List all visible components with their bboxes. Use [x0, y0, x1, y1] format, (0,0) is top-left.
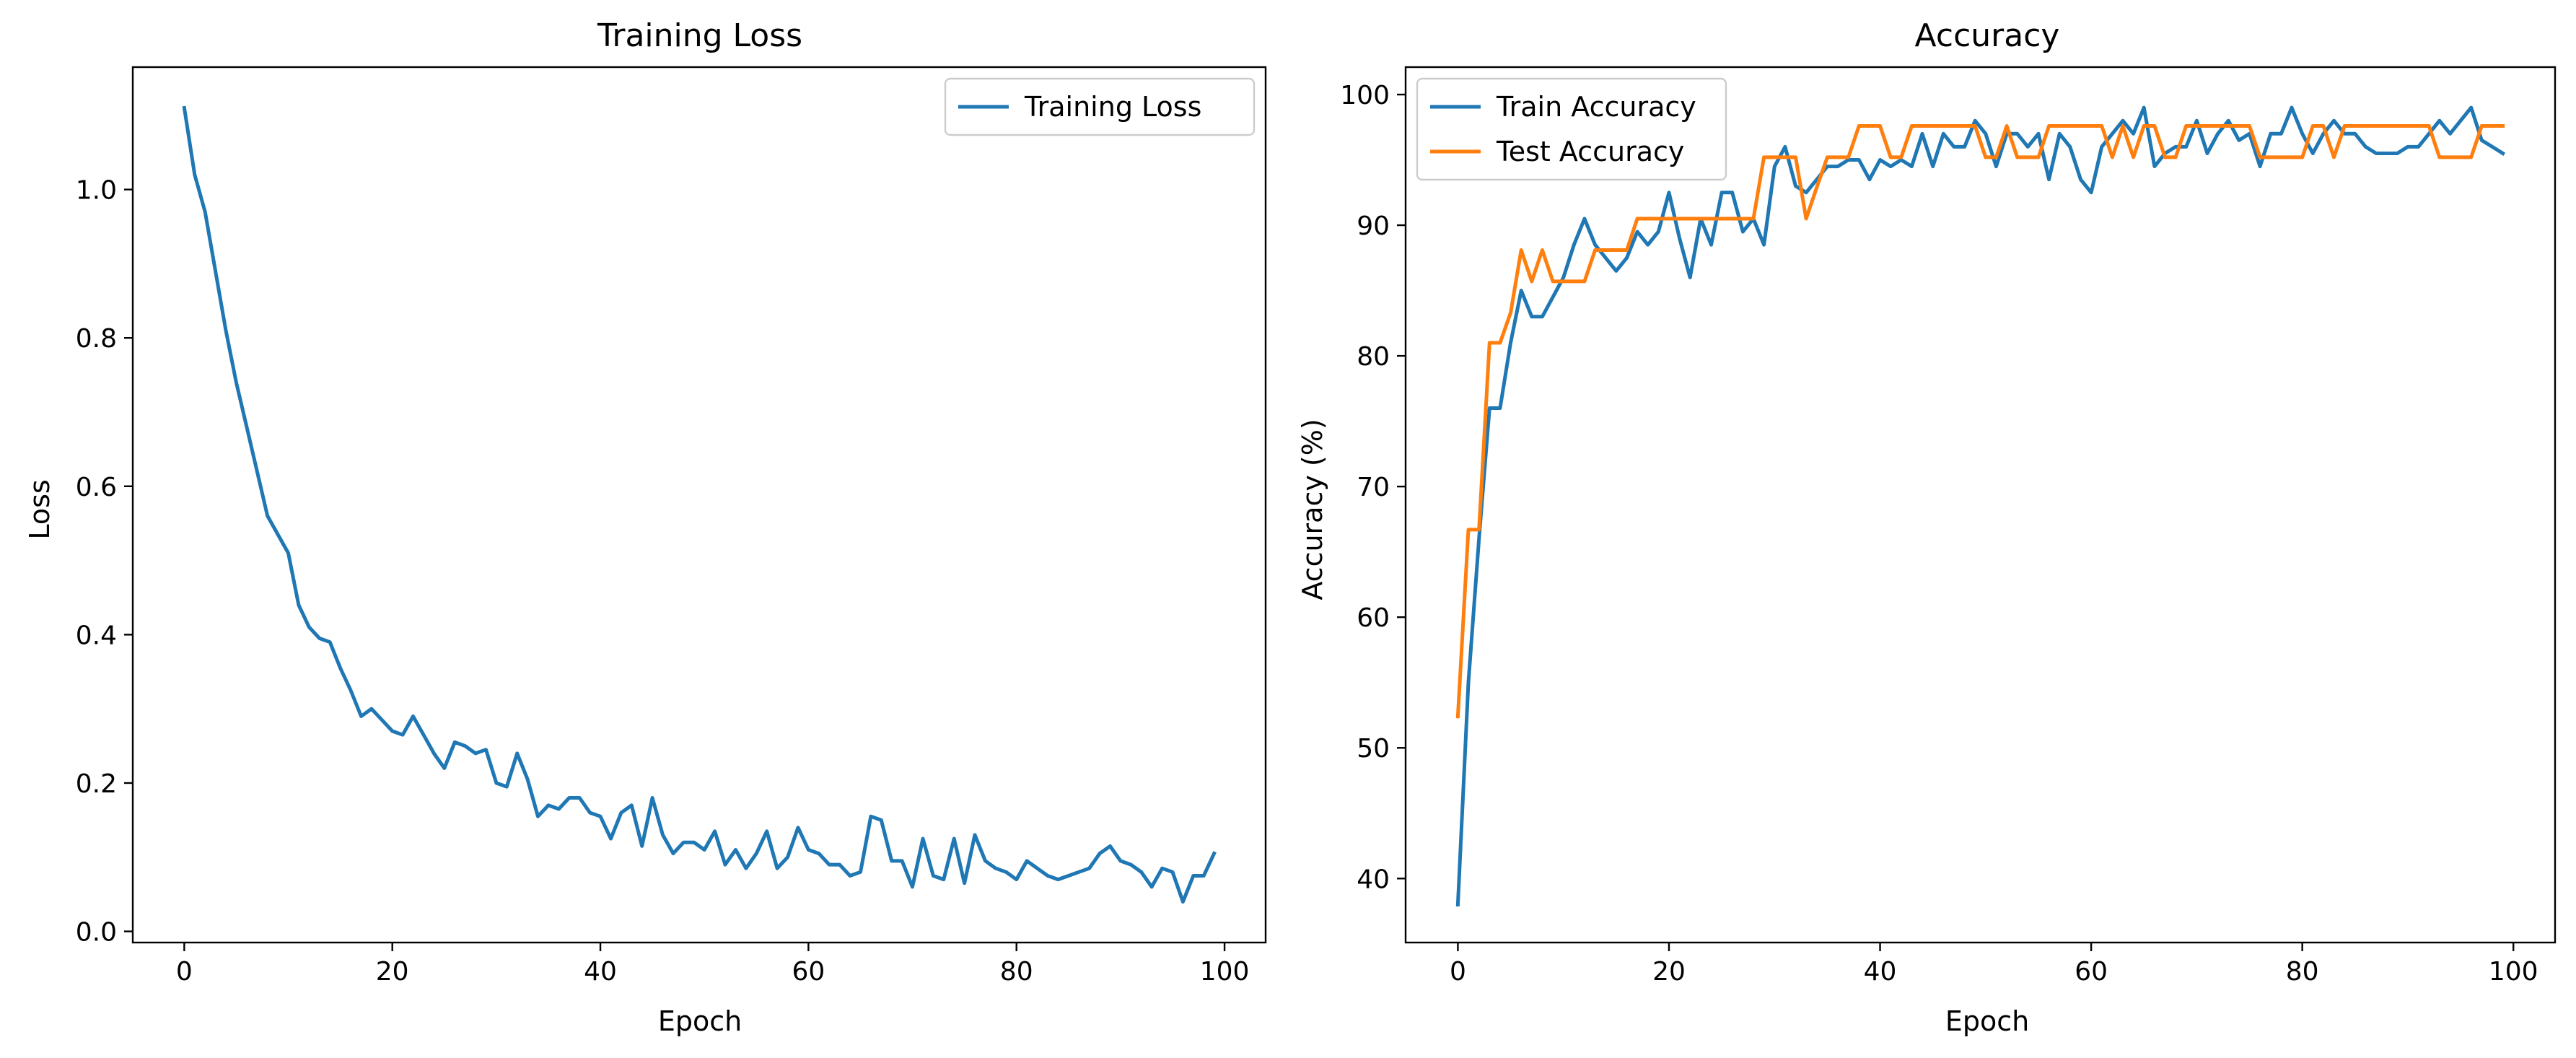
accuracy-y-tick-label: 90: [1357, 211, 1390, 241]
loss-y-axis-label: Loss: [24, 479, 56, 539]
accuracy-x-tick-label: 0: [1450, 957, 1466, 987]
loss-series-line-1: [182, 105, 1217, 904]
accuracy-axes-frame: [1404, 66, 2557, 944]
loss-x-axis-label: Epoch: [658, 1005, 742, 1037]
accuracy-x-tick-label: 20: [1652, 957, 1686, 987]
loss-axes-frame: [131, 66, 1267, 944]
accuracy-y-tick-label: 80: [1357, 342, 1390, 372]
loss-y-tick-label: 0.6: [76, 473, 117, 502]
accuracy-y-tick-label: 40: [1357, 865, 1390, 894]
loss-legend-box: [944, 77, 1256, 136]
loss-x-tick-label: 100: [1200, 957, 1250, 987]
accuracy-x-tick-label: 80: [2286, 957, 2319, 987]
accuracy-ticks: 0 20 40 60 80 100 40 50 60 70 80 90 100: [1340, 81, 2538, 987]
loss-y-tick-label: 0.8: [76, 324, 117, 354]
accuracy-chart-title: Accuracy: [1915, 17, 2060, 54]
loss-ticks: 0 20 40 60 80 100 0.0 0.2 0.4 0.6 0.8 1.0: [76, 176, 1250, 987]
loss-legend: Training Loss: [944, 77, 1256, 136]
loss-lines: [182, 105, 1217, 904]
loss-x-tick-label: 40: [584, 957, 617, 987]
loss-y-tick-label: 0.4: [76, 621, 117, 650]
accuracy-y-tick-label: 70: [1357, 473, 1390, 502]
loss-x-tick-label: 20: [376, 957, 409, 987]
accuracy-y-tick-label: 50: [1357, 734, 1390, 764]
loss-legend-label-1: Training Loss: [1024, 91, 1201, 123]
loss-x-tick-label: 0: [176, 957, 193, 987]
accuracy-legend-label-2: Test Accuracy: [1496, 136, 1684, 167]
accuracy-series-line-2: [1455, 124, 2505, 719]
loss-y-tick-label: 1.0: [76, 176, 117, 206]
accuracy-legend-box: [1416, 77, 1727, 181]
loss-chart: Training Loss Epoch Loss 0 20 40 60 80 100 0.0…: [24, 17, 1267, 1037]
accuracy-y-tick-label: 100: [1340, 81, 1390, 110]
loss-x-tick-label: 80: [1000, 957, 1033, 987]
accuracy-y-axis-label: Accuracy (%): [1297, 419, 1328, 600]
accuracy-chart: Accuracy Epoch Accuracy (%) 0 20 40 60 80 100…: [1297, 17, 2557, 1037]
accuracy-legend-label-1: Train Accuracy: [1496, 91, 1696, 123]
accuracy-series-line-1: [1455, 105, 2506, 907]
loss-chart-title: Training Loss: [597, 17, 802, 54]
accuracy-x-tick-label: 100: [2489, 957, 2538, 987]
accuracy-x-axis-label: Epoch: [1945, 1005, 2029, 1037]
loss-x-tick-label: 60: [792, 957, 825, 987]
accuracy-y-tick-label: 60: [1357, 603, 1390, 633]
accuracy-lines: [1455, 105, 2506, 907]
accuracy-legend: Train Accuracy Test Accuracy: [1416, 77, 1727, 181]
loss-y-tick-label: 0.0: [76, 918, 117, 948]
loss-y-tick-label: 0.2: [76, 769, 117, 799]
accuracy-x-tick-label: 40: [1864, 957, 1897, 987]
accuracy-x-tick-label: 60: [2075, 957, 2108, 987]
